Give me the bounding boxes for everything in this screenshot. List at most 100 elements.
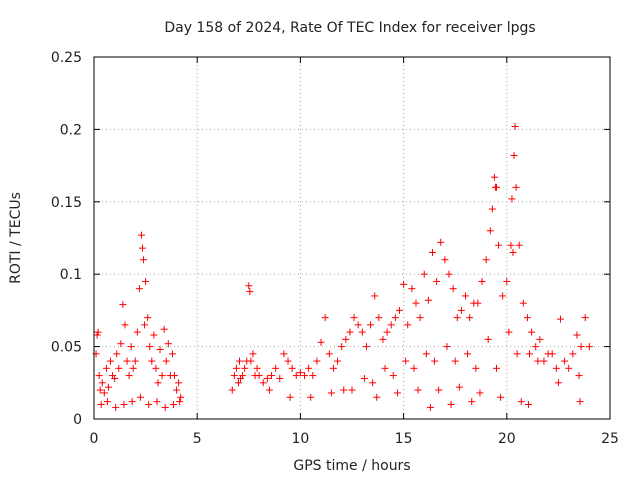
data-point xyxy=(120,401,128,409)
data-point xyxy=(383,328,391,336)
data-point xyxy=(100,389,108,397)
data-point xyxy=(428,248,436,256)
data-point xyxy=(140,256,148,264)
y-tick-label: 0.25 xyxy=(51,50,82,66)
data-point xyxy=(524,401,532,409)
data-point xyxy=(435,386,443,394)
chart-title: Day 158 of 2024, Rate Of TEC Index for r… xyxy=(164,20,535,36)
data-point xyxy=(453,314,461,322)
data-point xyxy=(426,403,434,411)
y-axis-label: ROTI / TECUs xyxy=(8,192,24,284)
data-point xyxy=(371,292,379,300)
data-point xyxy=(239,372,247,380)
data-point xyxy=(536,335,544,343)
data-point xyxy=(554,379,562,387)
data-point xyxy=(482,256,490,264)
data-point xyxy=(94,328,102,336)
data-point xyxy=(552,364,560,372)
data-point xyxy=(288,364,296,372)
data-point xyxy=(131,357,139,365)
data-point xyxy=(96,386,104,394)
x-tick-label: 20 xyxy=(498,431,516,447)
data-point xyxy=(478,277,486,285)
data-point xyxy=(395,306,403,314)
data-point xyxy=(389,372,397,380)
axis-ticks: 0 5 10 15 20 25 0 0.05 0.1 0.15 0.2 0.25 xyxy=(51,50,619,447)
data-point xyxy=(145,401,153,409)
data-point xyxy=(503,277,511,285)
data-point xyxy=(93,331,101,339)
data-point xyxy=(272,364,280,372)
data-point xyxy=(393,389,401,397)
data-point xyxy=(296,369,304,377)
data-point xyxy=(488,205,496,213)
data-point xyxy=(103,398,111,406)
data-point xyxy=(375,314,383,322)
data-point xyxy=(569,350,577,358)
data-point xyxy=(276,374,284,382)
data-point xyxy=(249,350,257,358)
data-point xyxy=(338,343,346,351)
data-point xyxy=(98,379,106,387)
data-point xyxy=(532,343,540,351)
data-point xyxy=(153,398,161,406)
data-point xyxy=(161,403,169,411)
data-point xyxy=(127,343,135,351)
data-point xyxy=(241,364,249,372)
y-tick-label: 0.2 xyxy=(60,122,82,138)
data-point xyxy=(148,357,156,365)
data-point xyxy=(491,183,499,191)
data-point xyxy=(517,398,525,406)
data-point xyxy=(164,340,172,348)
data-point xyxy=(534,357,542,365)
data-point xyxy=(246,288,254,296)
data-point xyxy=(585,343,593,351)
data-point xyxy=(464,350,472,358)
data-point xyxy=(495,241,503,249)
data-point xyxy=(492,364,500,372)
data-point xyxy=(265,386,273,394)
data-point xyxy=(360,374,368,382)
data-point xyxy=(476,389,484,397)
data-point xyxy=(540,357,548,365)
data-point xyxy=(528,328,536,336)
data-point xyxy=(490,173,498,181)
data-point xyxy=(443,343,451,351)
data-point xyxy=(445,270,453,278)
data-point xyxy=(513,350,521,358)
data-point xyxy=(358,328,366,336)
data-point xyxy=(325,350,333,358)
data-point xyxy=(581,314,589,322)
data-point xyxy=(307,393,315,401)
data-point xyxy=(484,335,492,343)
data-point xyxy=(373,393,381,401)
data-point xyxy=(162,357,170,365)
data-point xyxy=(515,241,523,249)
data-point xyxy=(348,386,356,394)
data-point xyxy=(154,379,162,387)
data-point xyxy=(97,401,105,409)
data-point xyxy=(499,292,507,300)
data-point xyxy=(135,285,143,293)
data-point xyxy=(176,398,184,406)
data-point xyxy=(340,386,348,394)
data-point xyxy=(129,364,137,372)
data-point xyxy=(117,340,125,348)
data-point xyxy=(115,364,123,372)
data-point xyxy=(437,238,445,246)
data-point xyxy=(412,299,420,307)
data-point xyxy=(431,357,439,365)
data-point xyxy=(121,321,129,329)
data-point xyxy=(305,364,313,372)
data-point xyxy=(576,398,584,406)
data-point xyxy=(247,357,255,365)
grid-lines xyxy=(94,57,610,419)
data-point xyxy=(123,357,131,365)
x-tick-label: 10 xyxy=(291,431,309,447)
data-point xyxy=(170,372,178,380)
data-point xyxy=(474,299,482,307)
data-point xyxy=(142,277,150,285)
data-point xyxy=(111,374,119,382)
data-point xyxy=(236,357,244,365)
